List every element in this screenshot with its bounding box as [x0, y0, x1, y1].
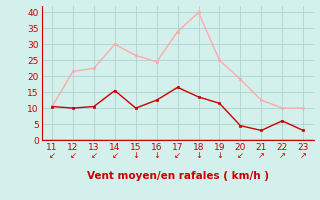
Text: ↙: ↙ [69, 151, 76, 160]
Text: ↓: ↓ [153, 151, 160, 160]
Text: ↓: ↓ [195, 151, 202, 160]
Text: ↙: ↙ [49, 151, 56, 160]
Text: ↓: ↓ [132, 151, 139, 160]
Text: ↗: ↗ [300, 151, 307, 160]
Text: ↗: ↗ [279, 151, 286, 160]
Text: ↙: ↙ [174, 151, 181, 160]
X-axis label: Vent moyen/en rafales ( km/h ): Vent moyen/en rafales ( km/h ) [87, 171, 268, 181]
Text: ↙: ↙ [237, 151, 244, 160]
Text: ↓: ↓ [216, 151, 223, 160]
Text: ↙: ↙ [91, 151, 97, 160]
Text: ↗: ↗ [258, 151, 265, 160]
Text: ↙: ↙ [111, 151, 118, 160]
